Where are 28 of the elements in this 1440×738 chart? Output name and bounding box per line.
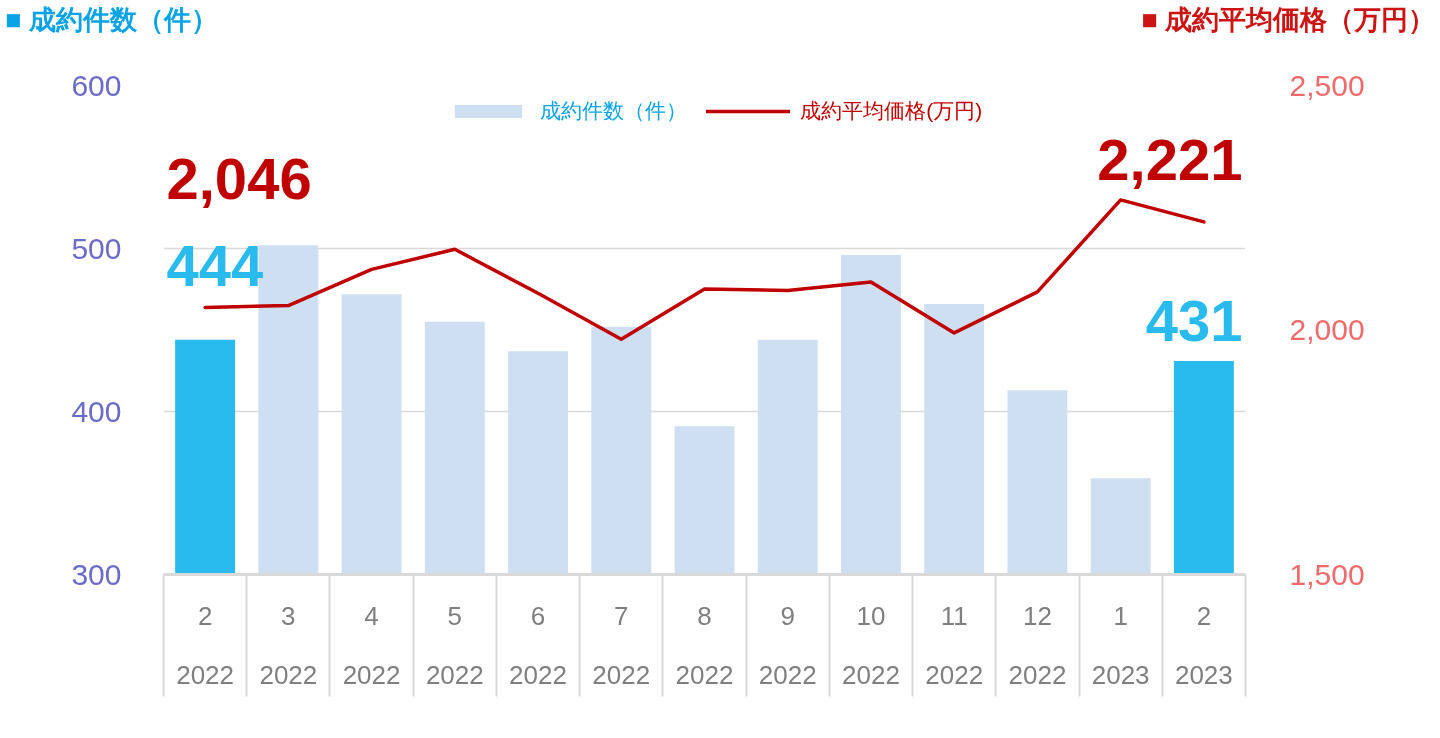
category-label: 11 2022 <box>925 600 984 690</box>
category-label: 7 2022 <box>592 600 651 690</box>
category-label: 3 2022 <box>259 600 318 690</box>
legend-label: 成約件数（件） <box>540 98 688 124</box>
category-label: 6 2022 <box>509 600 567 690</box>
legend-label: 成約平均価格(万円) <box>800 98 983 124</box>
y-tick-label: 600 <box>71 68 122 102</box>
category-label: 2 2023 <box>1174 600 1233 690</box>
data-label: 2,046 <box>166 145 312 211</box>
y2-axis-title: ■ 成約平均価格（万円） <box>1141 4 1435 37</box>
category-label: 9 2022 <box>758 600 817 690</box>
category-label: 2 2022 <box>176 600 235 690</box>
data-label: 2,221 <box>1097 126 1243 192</box>
category-label: 1 2023 <box>1091 600 1150 690</box>
data-label: 444 <box>166 232 264 298</box>
y-tick-label: 500 <box>71 231 122 265</box>
y2-tick-label: 2,500 <box>1289 68 1365 102</box>
y-tick-label: 300 <box>71 557 122 591</box>
category-label: 8 2022 <box>675 600 734 690</box>
y-axis-title: ■ 成約件数（件） <box>5 4 218 37</box>
category-label: 10 2022 <box>842 600 900 690</box>
y2-tick-label: 1,500 <box>1289 557 1365 591</box>
category-label: 4 2022 <box>342 600 401 690</box>
category-label: 12 2022 <box>1008 600 1067 690</box>
data-label: 431 <box>1145 287 1243 353</box>
category-label: 5 2022 <box>425 600 484 690</box>
y-tick-label: 400 <box>71 394 122 428</box>
y2-tick-label: 2,000 <box>1289 313 1365 346</box>
